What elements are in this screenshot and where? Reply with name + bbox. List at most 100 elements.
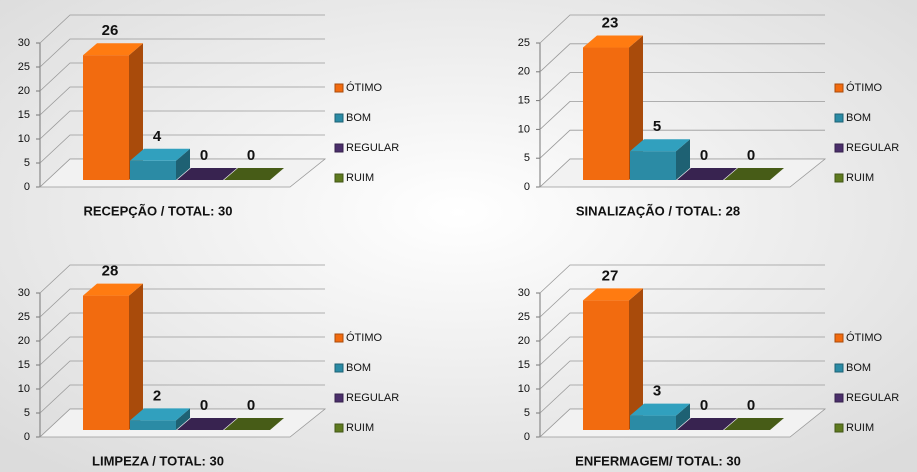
bar-side	[129, 43, 143, 181]
bar	[130, 160, 176, 180]
legend-swatch	[834, 333, 844, 343]
legend-swatch	[834, 83, 844, 93]
legend-swatch	[834, 393, 844, 403]
legend-swatch	[334, 363, 344, 373]
legend-label: BOM	[846, 362, 871, 374]
grid-line	[39, 336, 325, 366]
chart-title: SINALIZAÇÃO / TOTAL: 28	[576, 203, 740, 218]
grid-line	[39, 62, 325, 92]
value-label: 3	[653, 383, 661, 400]
bar	[630, 415, 676, 430]
value-label: 0	[200, 147, 208, 164]
bar-side	[676, 403, 690, 430]
bar-side	[176, 148, 190, 180]
bar	[83, 295, 129, 430]
legend-label: REGULAR	[846, 142, 899, 154]
value-label: 5	[653, 118, 661, 135]
legend-label: BOM	[346, 362, 371, 374]
value-label: 26	[102, 22, 119, 39]
legend-swatch	[834, 113, 844, 123]
y-tick-label: 10	[18, 133, 30, 145]
y-tick-label: 25	[18, 61, 30, 73]
y-tick-label: 30	[18, 287, 30, 299]
grid-line	[39, 264, 325, 294]
bar-top	[130, 148, 190, 161]
grid-line	[39, 14, 325, 44]
value-label: 0	[747, 397, 755, 414]
value-label: 4	[153, 128, 162, 145]
legend-label: ÓTIMO	[346, 81, 382, 94]
legend-swatch	[334, 83, 344, 93]
bar-side	[129, 283, 143, 430]
y-tick-label: 5	[524, 152, 530, 164]
bar-top	[724, 168, 784, 180]
legend-label: RUIM	[846, 172, 874, 184]
legend-label: BOM	[846, 112, 871, 124]
bar-side	[676, 139, 690, 180]
y-tick-label: 15	[18, 109, 30, 121]
legend-label: REGULAR	[846, 392, 899, 404]
bar-side	[176, 408, 190, 430]
legend-label: ÓTIMO	[846, 331, 882, 344]
grid-line	[39, 110, 325, 140]
y-tick-label: 20	[518, 335, 530, 347]
value-label: 23	[602, 14, 619, 31]
legend-label: RUIM	[346, 422, 374, 434]
legend-label: REGULAR	[346, 392, 399, 404]
legend-swatch	[334, 173, 344, 183]
grid-line	[539, 43, 825, 73]
grid-line	[39, 360, 325, 390]
bar-top	[177, 418, 237, 430]
grid-line	[539, 101, 825, 130]
y-tick-label: 0	[524, 431, 530, 443]
bar-top	[83, 43, 143, 56]
chart-title: LIMPEZA / TOTAL: 30	[92, 453, 224, 468]
grid-line	[539, 312, 825, 342]
value-label: 0	[700, 147, 708, 164]
grid-line	[539, 384, 825, 414]
grid-line	[39, 384, 325, 414]
legend-label: BOM	[346, 112, 371, 124]
value-label: 0	[247, 397, 255, 414]
bar	[630, 151, 676, 180]
y-tick-label: 5	[24, 407, 30, 419]
bar-top	[224, 168, 284, 180]
y-tick-label: 15	[518, 359, 530, 371]
y-tick-label: 25	[18, 311, 30, 323]
bar	[130, 420, 176, 430]
y-tick-label: 20	[518, 66, 530, 78]
grid-line	[539, 72, 825, 101]
legend-swatch	[334, 143, 344, 153]
grid-line	[539, 336, 825, 366]
bar-side	[629, 288, 643, 430]
grid-line	[39, 134, 325, 164]
grid-line	[539, 129, 825, 159]
bar-top	[677, 168, 737, 180]
grid-line	[539, 288, 825, 318]
legend-swatch	[334, 333, 344, 343]
legend-label: ÓTIMO	[846, 81, 882, 94]
value-label: 0	[700, 397, 708, 414]
y-tick-label: 15	[518, 95, 530, 107]
y-tick-label: 25	[518, 37, 530, 49]
legend-swatch	[334, 423, 344, 433]
grid-line	[539, 360, 825, 390]
legend-swatch	[834, 363, 844, 373]
chart-title: RECEPÇÃO / TOTAL: 30	[83, 203, 232, 218]
y-tick-label: 10	[18, 383, 30, 395]
legend-swatch	[834, 423, 844, 433]
y-tick-label: 10	[518, 123, 530, 135]
chart-title: ENFERMAGEM/ TOTAL: 30	[575, 453, 741, 468]
grid-line	[39, 312, 325, 342]
bar	[583, 300, 629, 430]
y-tick-label: 5	[24, 157, 30, 169]
legend-swatch	[334, 393, 344, 403]
grid-line	[39, 86, 325, 116]
y-tick-label: 5	[524, 407, 530, 419]
bar	[83, 55, 129, 181]
y-tick-label: 0	[24, 431, 30, 443]
value-label: 0	[200, 397, 208, 414]
value-label: 28	[102, 263, 119, 280]
